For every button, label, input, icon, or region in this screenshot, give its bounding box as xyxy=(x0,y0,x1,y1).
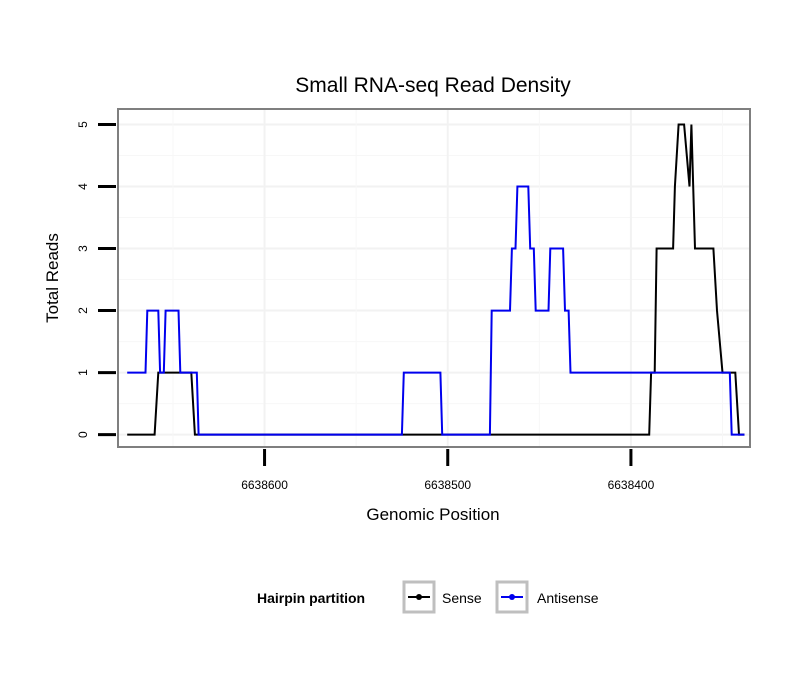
legend-label-antisense: Antisense xyxy=(537,590,599,606)
legend: Hairpin partition Sense Antisense xyxy=(257,580,599,614)
legend-key-sense-dot xyxy=(416,594,422,600)
x-tick-label: 6638600 xyxy=(241,478,288,492)
y-tick-label: 4 xyxy=(76,183,90,190)
y-tick-label: 0 xyxy=(76,431,90,438)
grid-lines xyxy=(118,109,750,447)
legend-key-sense-box xyxy=(402,580,436,614)
y-tick-label: 3 xyxy=(76,245,90,252)
y-axis-label: Total Reads xyxy=(43,233,62,323)
y-tick-label: 2 xyxy=(76,307,90,314)
chart-title: Small RNA-seq Read Density xyxy=(295,74,571,97)
x-tick-label: 6638500 xyxy=(424,478,471,492)
legend-title: Hairpin partition xyxy=(257,590,365,606)
legend-key-antisense-box xyxy=(495,580,529,614)
axis-ticks: 0 1 2 3 4 5 6638600 6638500 6638400 xyxy=(76,121,655,492)
plot-border xyxy=(117,108,751,448)
legend-key-antisense-dot xyxy=(509,594,515,600)
x-axis-label: Genomic Position xyxy=(366,505,499,524)
y-tick-label: 5 xyxy=(76,121,90,128)
legend-label-sense: Sense xyxy=(442,590,482,606)
series-line-antisense xyxy=(127,185,745,436)
series-lines xyxy=(127,123,745,436)
x-tick-label: 6638400 xyxy=(608,478,655,492)
y-tick-label: 1 xyxy=(76,369,90,376)
